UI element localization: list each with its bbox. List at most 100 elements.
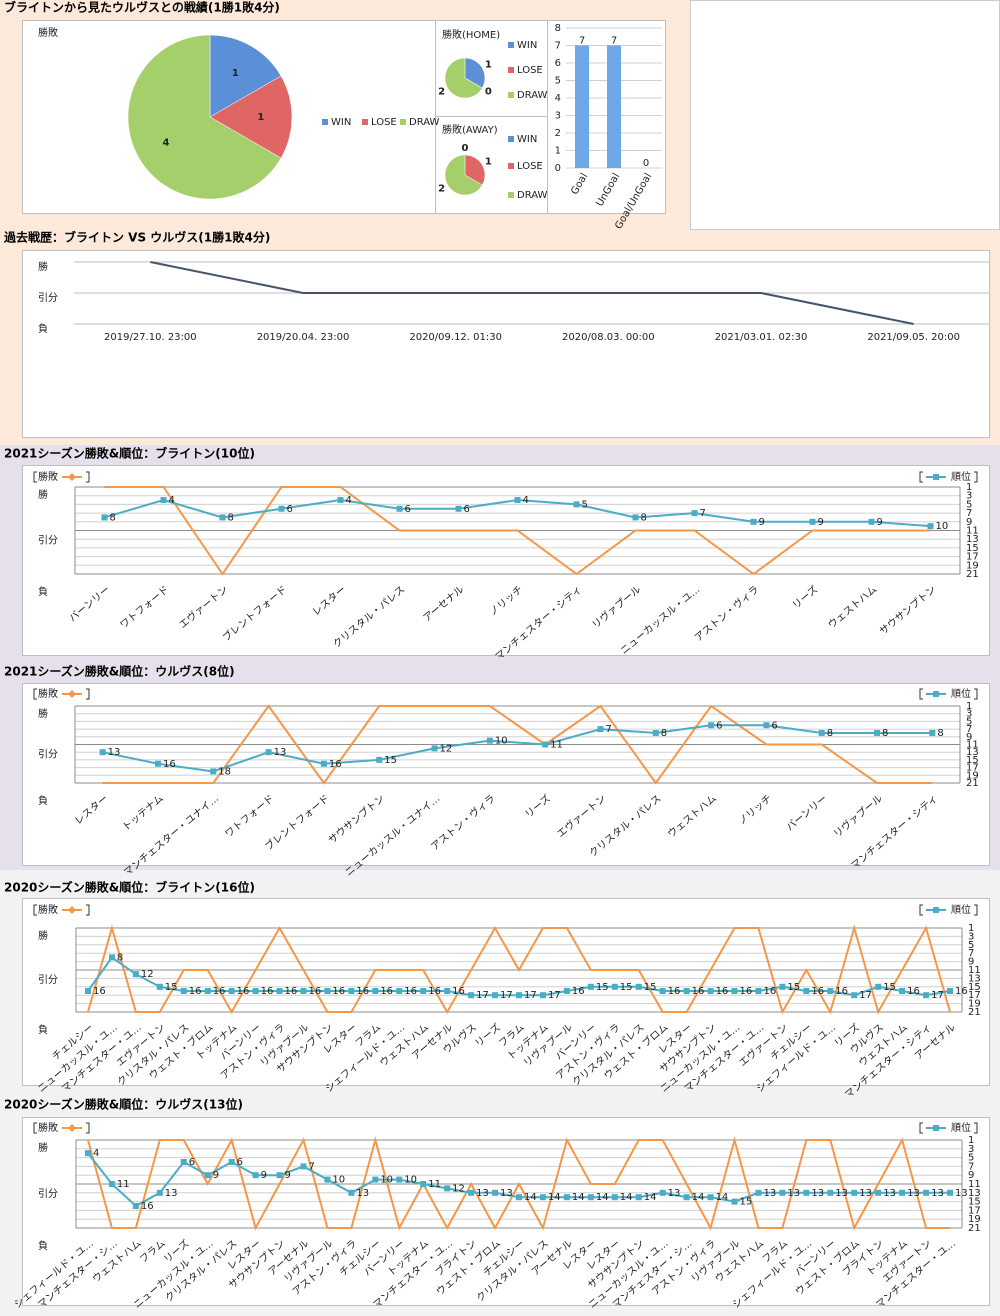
data-label: 1 — [485, 60, 492, 71]
y2-tick-label: 7 — [966, 724, 972, 735]
legend-swatch — [508, 42, 514, 48]
legend-label: DRAW — [409, 117, 440, 128]
data-label: 16 — [237, 986, 250, 997]
chart-title: 勝敗(HOME) — [442, 28, 500, 41]
data-label: 16 — [308, 986, 321, 997]
marker — [755, 1189, 762, 1196]
marker — [875, 1189, 882, 1196]
y-tick-label: 引分 — [38, 1188, 58, 1200]
legend-swatch — [68, 473, 76, 481]
data-label: 7 — [605, 724, 611, 735]
data-label: 17 — [859, 990, 872, 1001]
chart-title: 勝敗(AWAY) — [442, 123, 498, 136]
y2-tick-label: 21 — [968, 1223, 981, 1234]
legend-swatch — [508, 192, 514, 198]
data-label: 9 — [877, 517, 883, 528]
marker — [204, 988, 211, 994]
marker — [927, 523, 934, 530]
marker — [563, 1194, 570, 1201]
data-label: 16 — [668, 986, 681, 997]
y2-tick-label: 15 — [968, 1197, 981, 1208]
data-label: 15 — [644, 982, 657, 993]
data-label: 8 — [641, 512, 647, 523]
marker — [635, 1194, 642, 1201]
legend-swatch — [933, 907, 939, 913]
marker — [372, 988, 379, 994]
y2-tick-label: 11 — [968, 1179, 981, 1190]
marker — [874, 729, 881, 736]
marker — [228, 988, 235, 994]
pie-slice — [464, 57, 486, 89]
marker — [108, 1181, 115, 1187]
y-tick-label: 8 — [555, 23, 561, 34]
data-label: 16 — [740, 986, 753, 997]
legend-swatch — [322, 119, 328, 125]
marker — [420, 1181, 427, 1187]
data-label: 15 — [620, 982, 633, 993]
section-title: 2021シーズン勝敗&順位：ブライトン(10位) — [4, 446, 255, 461]
data-label: 4 — [523, 495, 529, 506]
data-label: 8 — [228, 512, 234, 523]
marker — [84, 1150, 91, 1157]
legend-swatch — [508, 163, 514, 169]
data-label: 16 — [261, 986, 274, 997]
data-label: 15 — [165, 982, 178, 993]
marker — [160, 497, 167, 504]
marker — [204, 1172, 211, 1179]
data-label: 13 — [835, 1188, 848, 1199]
data-label: 16 — [404, 986, 417, 997]
marker — [468, 1189, 475, 1196]
legend-bracket — [919, 1122, 923, 1134]
pie-slice — [464, 154, 486, 186]
section-title: 2020シーズン勝敗&順位：ウルヴス(13位) — [4, 1097, 243, 1112]
data-label: 16 — [93, 986, 106, 997]
marker — [779, 983, 786, 990]
marker — [300, 988, 307, 994]
data-label: 10 — [404, 1175, 417, 1186]
marker — [818, 729, 825, 736]
data-label: 6 — [771, 720, 777, 731]
legend-bracket — [86, 688, 90, 700]
marker — [851, 992, 858, 999]
y-tick-label: 2 — [555, 128, 561, 139]
legend-bracket — [974, 471, 978, 483]
marker — [542, 741, 549, 748]
data-label: 16 — [692, 986, 705, 997]
y2-tick-label: 15 — [966, 755, 979, 766]
marker — [827, 1189, 834, 1196]
data-label: 12 — [452, 1183, 465, 1194]
section-title: 2020シーズン勝敗&順位：ブライトン(16位) — [4, 880, 255, 895]
marker — [539, 1194, 546, 1201]
data-label: 8 — [882, 728, 888, 739]
data-label: 13 — [165, 1188, 178, 1199]
marker — [156, 1189, 163, 1196]
data-label: 16 — [907, 986, 920, 997]
legend-bracket — [919, 471, 923, 483]
data-label: 13 — [883, 1188, 896, 1199]
y2-tick-label: 5 — [968, 1153, 974, 1164]
y2-tick-label: 21 — [966, 778, 979, 789]
data-label: 16 — [811, 986, 824, 997]
data-label: 16 — [163, 759, 176, 770]
marker — [691, 510, 698, 517]
y2-tick-label: 3 — [968, 931, 974, 942]
y2-tick-label: 1 — [966, 482, 972, 493]
y-tick-label: 負 — [38, 586, 48, 598]
data-label: 16 — [955, 986, 968, 997]
marker — [597, 726, 604, 733]
y2-tick-label: 21 — [966, 569, 979, 580]
data-label: 14 — [524, 1192, 537, 1203]
marker — [101, 514, 108, 521]
y2-tick-label: 7 — [968, 948, 974, 959]
data-label: 16 — [380, 986, 393, 997]
legend-swatch — [68, 1124, 76, 1132]
legend-label: 順位 — [951, 687, 971, 700]
y2-tick-label: 3 — [968, 1144, 974, 1155]
data-label: 1 — [232, 68, 239, 79]
marker — [276, 988, 283, 994]
y-tick-label: 勝 — [38, 260, 48, 273]
data-label: 16 — [572, 986, 585, 997]
marker — [899, 988, 906, 994]
data-label: 9 — [759, 517, 765, 528]
section-title: 過去戦歴：ブライトン VS ウルヴス(1勝1敗4分) — [3, 230, 270, 245]
